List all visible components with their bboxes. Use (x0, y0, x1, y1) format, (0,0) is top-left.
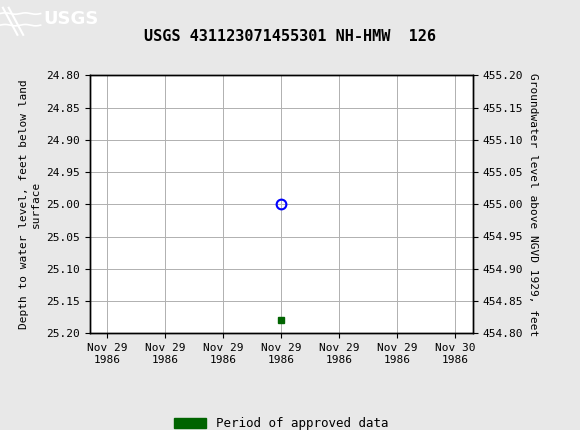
Y-axis label: Depth to water level, feet below land
surface: Depth to water level, feet below land su… (19, 80, 41, 329)
Text: USGS: USGS (44, 10, 99, 28)
Text: USGS 431123071455301 NH-HMW  126: USGS 431123071455301 NH-HMW 126 (144, 29, 436, 44)
Legend: Period of approved data: Period of approved data (169, 412, 393, 430)
Y-axis label: Groundwater level above NGVD 1929, feet: Groundwater level above NGVD 1929, feet (528, 73, 538, 336)
